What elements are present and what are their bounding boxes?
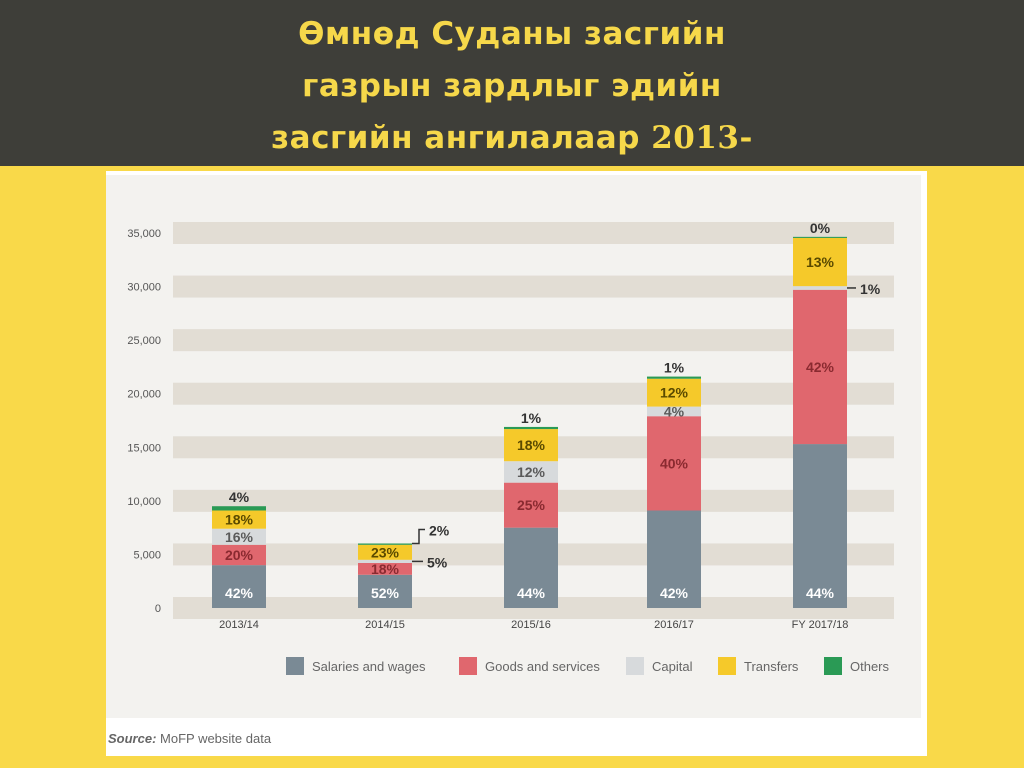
data-label: 1% xyxy=(860,281,881,297)
data-label: 18% xyxy=(225,512,254,528)
bar-segment xyxy=(504,429,558,462)
data-label: 42% xyxy=(806,359,835,375)
data-label: 2% xyxy=(429,523,450,539)
grid-band xyxy=(173,275,894,298)
bar-segment xyxy=(793,236,847,238)
y-tick-label: 0 xyxy=(155,603,161,615)
data-label: 1% xyxy=(664,360,685,376)
x-tick-label: 2016/17 xyxy=(654,619,694,631)
data-label: 42% xyxy=(225,585,254,601)
source-note: Source: MoFP website data xyxy=(108,731,271,746)
data-label: 12% xyxy=(660,385,689,401)
title-line-3: засгийн ангилалаар 2013- xyxy=(0,112,1024,164)
title-line-1: Өмнөд Суданы засгийн xyxy=(298,16,726,52)
leader-line xyxy=(412,528,425,545)
bar-segment xyxy=(793,237,847,287)
data-label: 23% xyxy=(371,544,400,560)
bar-segment xyxy=(358,544,412,560)
bar-segment xyxy=(647,416,701,511)
bar-segment xyxy=(212,510,266,529)
y-tick-label: 10,000 xyxy=(127,496,161,508)
legend-label: Goods and services xyxy=(485,659,600,674)
data-label: 52% xyxy=(371,585,400,601)
y-tick-label: 25,000 xyxy=(127,335,161,347)
title-line-3-text: засгийн ангилалаар xyxy=(271,120,652,156)
x-tick-label: 2013/14 xyxy=(219,619,259,631)
data-label: 0% xyxy=(810,220,831,236)
bar-segment xyxy=(647,510,701,608)
legend-swatch xyxy=(824,657,842,675)
data-label: 25% xyxy=(517,497,546,513)
data-label: 18% xyxy=(517,437,546,453)
x-tick-label: 2015/16 xyxy=(511,619,551,631)
data-label: 40% xyxy=(660,455,689,471)
bar-segment xyxy=(793,444,847,608)
source-label: Source: xyxy=(108,731,157,746)
data-label: 44% xyxy=(517,585,546,601)
legend-swatch xyxy=(286,657,304,675)
bar-segment xyxy=(358,543,412,545)
y-tick-label: 15,000 xyxy=(127,442,161,454)
data-label: 1% xyxy=(521,410,542,426)
y-tick-label: 35,000 xyxy=(127,228,161,240)
stacked-bar-chart: 0 5,000 10,000 15,000 20,000 25,000 30,000 35,0… xyxy=(127,220,894,675)
bar-segment xyxy=(793,286,847,290)
grid-band xyxy=(173,222,894,244)
grid-band xyxy=(173,329,894,352)
data-label: 16% xyxy=(225,529,254,545)
bar-segment xyxy=(358,574,412,608)
source-text: MoFP website data xyxy=(156,731,272,746)
data-label: 4% xyxy=(229,489,250,505)
data-label: 20% xyxy=(225,547,254,563)
bar-segment xyxy=(504,461,558,483)
bar-segment xyxy=(647,406,701,417)
x-tick-label: 2014/15 xyxy=(365,619,405,631)
bar-segment xyxy=(504,426,558,430)
y-tick-label: 20,000 xyxy=(127,389,161,401)
data-label: 13% xyxy=(806,254,835,270)
bar-segment xyxy=(504,527,558,608)
bar-segment xyxy=(358,559,412,563)
data-label: 18% xyxy=(371,561,400,577)
chart-card: 0 5,000 10,000 15,000 20,000 25,000 30,000 35,0… xyxy=(106,171,927,756)
bar-segment xyxy=(212,506,266,511)
slide-title: Өмнөд Суданы засгийн газрын зардлыг эдий… xyxy=(0,8,1024,164)
bar-segment xyxy=(504,482,558,528)
y-tick-label: 5,000 xyxy=(133,549,161,561)
data-label: 5% xyxy=(427,554,448,570)
title-year: 2013- xyxy=(651,120,753,156)
title-line-2: газрын зардлыг эдийн xyxy=(302,68,722,104)
legend-swatch xyxy=(626,657,644,675)
y-tick-label: 30,000 xyxy=(127,282,161,294)
legend-label: Salaries and wages xyxy=(312,659,426,674)
title-band xyxy=(0,0,1024,166)
data-label: 12% xyxy=(517,464,546,480)
bar-segment xyxy=(647,376,701,379)
legend-label: Transfers xyxy=(744,659,799,674)
legend-label: Capital xyxy=(652,659,693,674)
bar-segment xyxy=(212,544,266,566)
x-tick-label: FY 2017/18 xyxy=(792,619,849,631)
bar-segment xyxy=(647,378,701,407)
bar-segment xyxy=(212,565,266,608)
bar-segment xyxy=(358,563,412,575)
legend-swatch xyxy=(459,657,477,675)
legend-swatch xyxy=(718,657,736,675)
grid-band xyxy=(173,382,894,405)
legend-label: Others xyxy=(850,659,890,674)
data-label: 4% xyxy=(664,403,685,419)
data-label: 42% xyxy=(660,585,689,601)
bar-segment xyxy=(212,528,266,545)
bar-segment xyxy=(793,289,847,445)
data-label: 44% xyxy=(806,585,835,601)
